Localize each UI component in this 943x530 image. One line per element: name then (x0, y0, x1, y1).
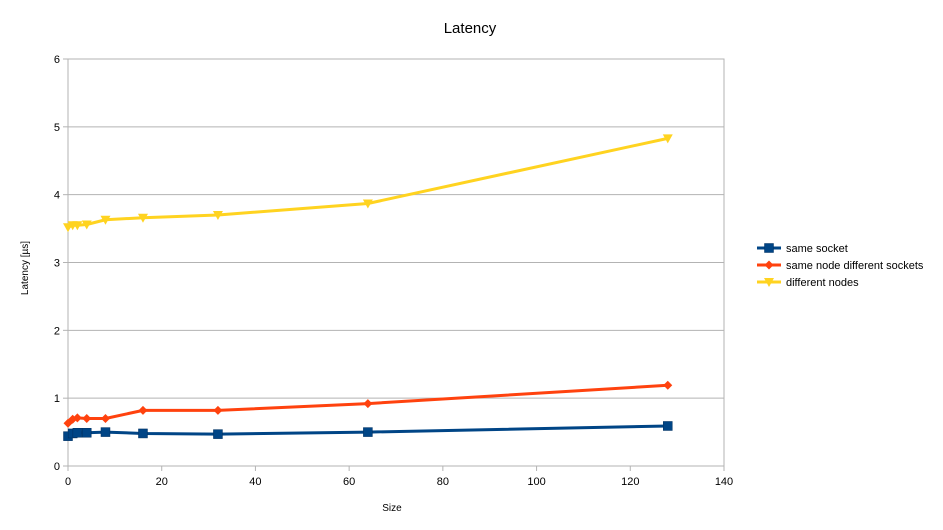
data-point (100, 427, 111, 437)
data-point (72, 428, 83, 438)
y-tick-label: 3 (54, 258, 60, 270)
x-tick-label: 100 (527, 476, 545, 488)
data-point (213, 429, 223, 439)
legend-label: same socket (786, 243, 848, 255)
legend-label: same node different sockets (786, 260, 924, 272)
x-tick-label: 60 (343, 476, 355, 488)
legend-marker (764, 243, 774, 253)
y-tick-label: 5 (54, 122, 60, 134)
data-point (137, 213, 148, 223)
data-point (100, 414, 110, 424)
legend-marker (764, 260, 774, 270)
legend-label: different nodes (786, 277, 859, 289)
x-tick-label: 20 (156, 476, 168, 488)
data-point (138, 428, 148, 439)
legend-item-2: different nodes (757, 277, 859, 289)
data-point (100, 215, 111, 225)
data-point (663, 421, 673, 431)
data-point (362, 199, 373, 209)
data-point (212, 211, 223, 221)
x-tick-label: 40 (249, 476, 261, 488)
x-tick-label: 0 (65, 476, 71, 488)
data-point (363, 399, 373, 409)
x-axis-ticks: 0 20 40 60 80 100 120 140 (65, 466, 733, 488)
legend-item-0: same socket (757, 243, 848, 255)
data-point (81, 220, 92, 230)
legend: same socket same node different sockets di… (757, 243, 924, 289)
y-tick-label: 0 (54, 461, 60, 473)
y-axis-label: Latency [µs] (20, 241, 31, 295)
x-tick-label: 80 (437, 476, 449, 488)
chart-title: Latency (444, 20, 497, 37)
gridlines (68, 58, 724, 467)
y-tick-label: 1 (54, 393, 60, 405)
y-tick-label: 6 (54, 54, 60, 66)
series-layer (63, 134, 673, 441)
x-tick-label: 140 (715, 476, 733, 488)
series-0 (63, 421, 673, 441)
series-2 (63, 134, 673, 233)
x-axis-label: Size (382, 503, 402, 514)
legend-marker (764, 278, 774, 287)
data-point (138, 405, 148, 415)
y-tick-label: 4 (54, 190, 60, 202)
series-line (67, 136, 669, 229)
data-point (81, 428, 92, 438)
data-point (72, 221, 83, 231)
data-point (213, 405, 223, 415)
x-tick-label: 120 (621, 476, 639, 488)
data-point (662, 134, 673, 144)
legend-item-1: same node different sockets (757, 260, 924, 272)
data-point (663, 380, 673, 390)
series-1 (63, 380, 673, 428)
data-point (82, 414, 92, 424)
y-tick-label: 2 (54, 325, 60, 337)
y-axis-ticks: 0 1 2 3 4 5 6 (54, 54, 68, 473)
data-point (72, 413, 82, 423)
data-point (363, 427, 373, 437)
